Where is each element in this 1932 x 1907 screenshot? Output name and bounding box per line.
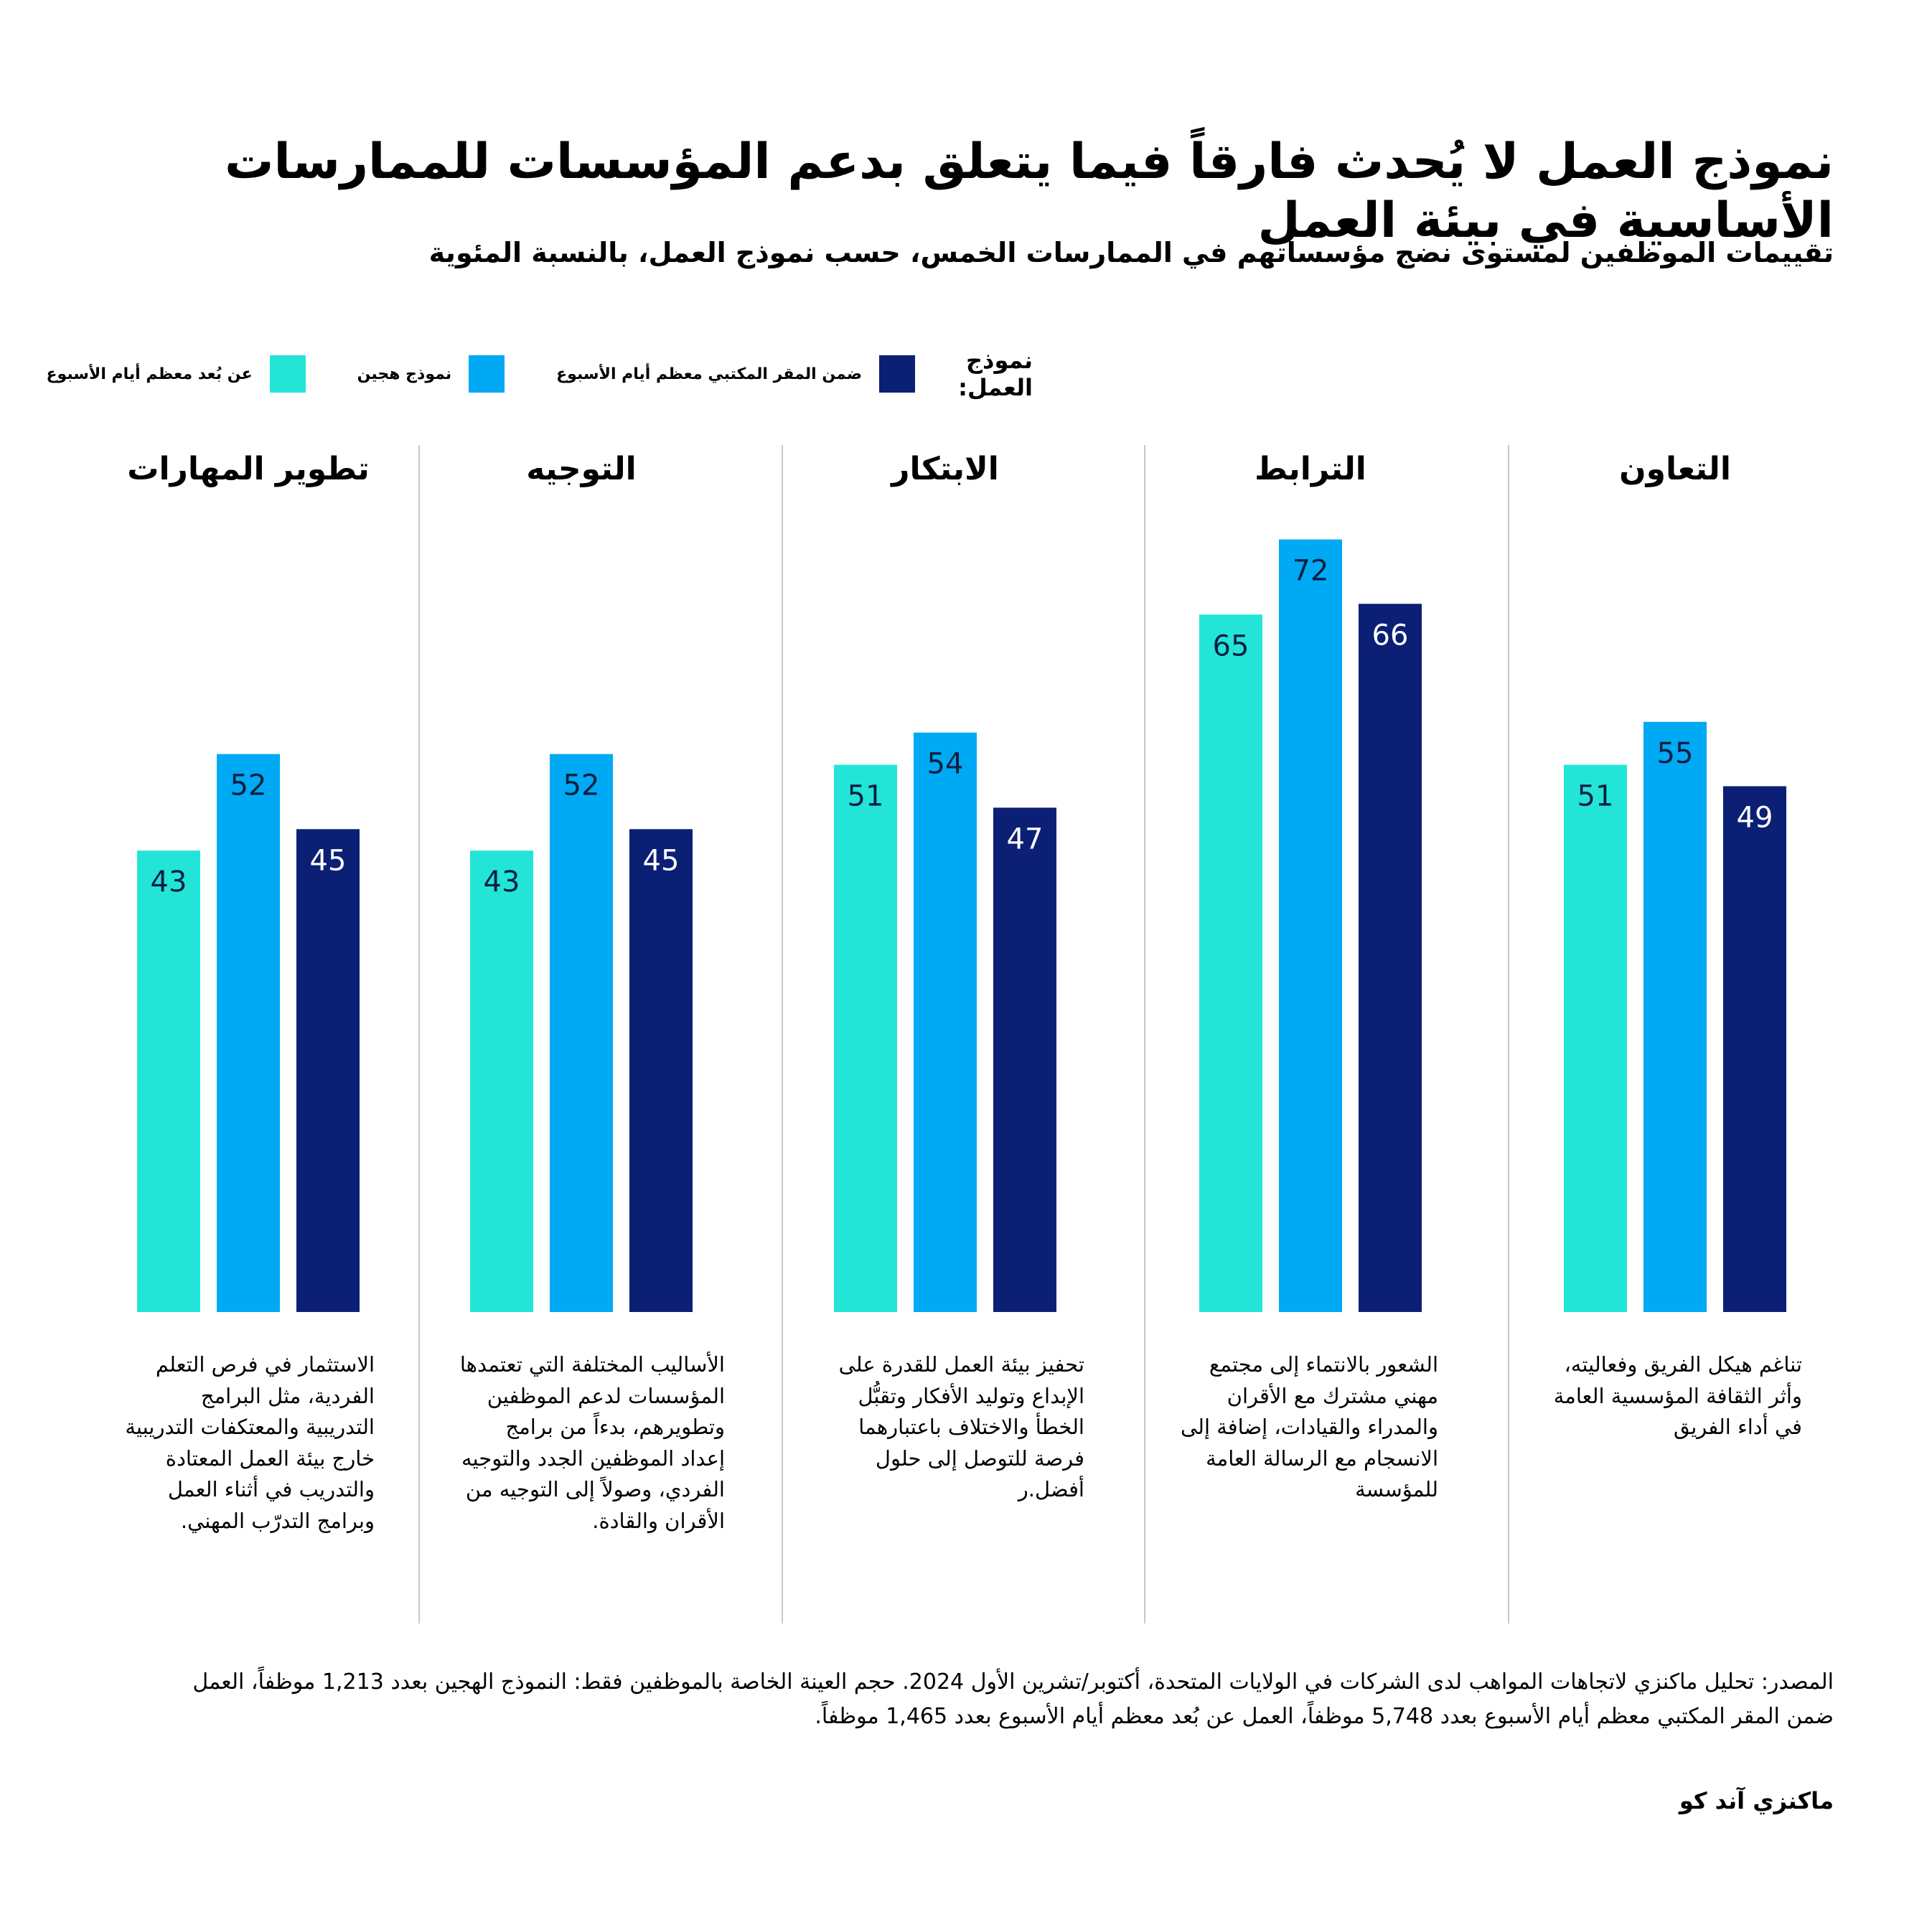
bar-skills-office [297, 829, 360, 1312]
legend-item-hybrid: نموذج هجين [358, 355, 506, 393]
bar-value-connectivity-hybrid: 72 [1293, 555, 1330, 588]
bar-value-skills-remote: 43 [151, 866, 188, 899]
description-line: الأساليب المختلفة التي تعتمدها [460, 1352, 726, 1377]
bar-collaboration-remote [1565, 764, 1628, 1312]
bar-value-innovation-hybrid: 54 [928, 748, 965, 781]
bar-mentorship-hybrid [550, 754, 614, 1312]
description-line: الفردية، مثل البرامج [201, 1383, 375, 1408]
panel-description-innovation: تحفيز بيئة العمل للقدرة على الإبداع وتولي… [784, 1349, 1085, 1506]
panel-title-innovation: الابتكار [891, 451, 1000, 487]
page-subtitle: تقييمات الموظفين لمستوى نضج مؤسساتهم في … [429, 237, 1834, 268]
bar-collaboration-hybrid [1644, 721, 1707, 1312]
description-line: وأثر الثقافة المؤسسية العامة [1554, 1383, 1803, 1408]
source-line-1: المصدر: تحليل ماكنزي لاتجاهات المواهب لد… [193, 1669, 1834, 1695]
bar-value-innovation-remote: 51 [848, 780, 885, 813]
bar-value-mentorship-hybrid: 52 [564, 769, 601, 802]
panel-title-skills: تطوير المهارات [128, 451, 370, 487]
source-note: المصدر: تحليل ماكنزي لاتجاهات المواهب لد… [98, 1665, 1834, 1734]
description-line: الشعور بالانتماء إلى مجتمع [1209, 1352, 1439, 1377]
description-line: وبرامج التدرّب المهني. [181, 1508, 375, 1533]
description-line: أفضل.ر [1018, 1477, 1085, 1501]
brand-name: ماكنزي آند كو [1679, 1787, 1834, 1814]
description-line: فرصة للتوصل إلى حلول [876, 1446, 1085, 1471]
legend-item-remote: عن بُعد معظم أيام الأسبوع [47, 355, 306, 393]
description-line: في أداء الفريق [1674, 1415, 1803, 1439]
bar-value-connectivity-office: 66 [1373, 619, 1410, 652]
description-line: المؤسسات لدعم الموظفين [487, 1383, 726, 1408]
legend-item-office: ضمن المقر المكتبي معظم أيام الأسبوع [557, 355, 916, 393]
bar-value-mentorship-office: 45 [644, 844, 680, 877]
bar-skills-remote [138, 851, 201, 1312]
legend-swatch-remote [270, 355, 306, 393]
bar-value-innovation-office: 47 [1008, 823, 1044, 856]
bar-value-collaboration-hybrid: 55 [1658, 737, 1694, 770]
bar-value-collaboration-office: 49 [1738, 801, 1774, 834]
bar-collaboration-office [1724, 786, 1787, 1312]
panel-title-mentorship: التوجيه [527, 451, 637, 487]
source-line-2: ضمن المقر المكتبي معظم أيام الأسبوع بعدد… [815, 1704, 1834, 1729]
description-line: تحفيز بيئة العمل للقدرة على [839, 1352, 1085, 1377]
description-line: الفردي، وصولاً إلى التوجيه من [466, 1477, 726, 1501]
bar-connectivity-hybrid [1280, 539, 1343, 1312]
panel-description-connectivity: الشعور بالانتماء إلى مجتمع مهني مشترك مع … [1138, 1349, 1439, 1506]
bar-innovation-remote [835, 764, 898, 1312]
description-line: وتطويرهم، بدءاً من برامج [506, 1415, 726, 1439]
bar-value-connectivity-remote: 65 [1214, 629, 1250, 662]
panel-title-collaboration: التعاون [1620, 451, 1732, 487]
legend-label-office: ضمن المقر المكتبي معظم أيام الأسبوع [557, 365, 863, 383]
description-line: للمؤسسة [1356, 1477, 1439, 1501]
legend-swatch-office [880, 355, 916, 393]
bar-connectivity-office [1359, 604, 1422, 1312]
legend-label-remote: عن بُعد معظم أيام الأسبوع [47, 365, 253, 383]
bar-mentorship-remote [471, 851, 534, 1312]
description-line: والمدراء والقيادات، إضافة إلى [1181, 1415, 1439, 1439]
bar-value-collaboration-remote: 51 [1578, 780, 1615, 813]
bar-value-mentorship-remote: 43 [484, 866, 521, 899]
description-line: التدريبية والمعتكفات التدريبية [126, 1415, 375, 1439]
legend-swatch-hybrid [469, 355, 506, 393]
legend-label-hybrid: نموذج هجين [357, 365, 453, 383]
page-title: نموذج العمل لا يُحدث فارقاً فيما يتعلق ب… [225, 133, 1834, 249]
panel-description-collaboration: تناغم هيكل الفريق وفعاليته، وأثر الثقافة … [1501, 1349, 1803, 1443]
panel-title-connectivity: الترابط [1255, 451, 1367, 487]
description-line: تناغم هيكل الفريق وفعاليته، [1565, 1352, 1803, 1377]
legend: نموذج العمل: ضمن المقر المكتبي معظم أيام… [0, 347, 1034, 401]
description-line: مهني مشترك مع الأقران [1227, 1383, 1439, 1408]
description-line: الانسجام مع الرسالة العامة [1206, 1446, 1439, 1471]
description-line: والتدريب في أثناء العمل [168, 1477, 375, 1501]
panel-description-skills: الاستثمار في فرص التعلم الفردية، مثل البر… [74, 1349, 375, 1537]
bar-skills-hybrid [217, 754, 281, 1312]
panel-description-mentorship: الأساليب المختلفة التي تعتمدها المؤسسات ل… [424, 1349, 726, 1537]
bar-connectivity-remote [1200, 614, 1263, 1312]
description-line: إعداد الموظفين الجدد والتوجيه [461, 1446, 726, 1471]
bar-value-skills-office: 45 [311, 844, 347, 877]
bar-innovation-office [994, 807, 1057, 1312]
description-line: الخطأ والاختلاف باعتبارهما [859, 1415, 1085, 1439]
bar-mentorship-office [630, 829, 693, 1312]
bar-value-skills-hybrid: 52 [231, 769, 268, 802]
description-line: خارج بيئة العمل المعتادة [166, 1446, 375, 1471]
legend-title: نموذج العمل: [959, 347, 1033, 401]
description-line: الأقران والقادة. [593, 1508, 726, 1533]
bar-innovation-hybrid [914, 732, 977, 1312]
description-line: الاستثمار في فرص التعلم [156, 1352, 375, 1377]
description-line: الإبداع وتوليد الأفكار وتقبُّل [858, 1383, 1085, 1408]
